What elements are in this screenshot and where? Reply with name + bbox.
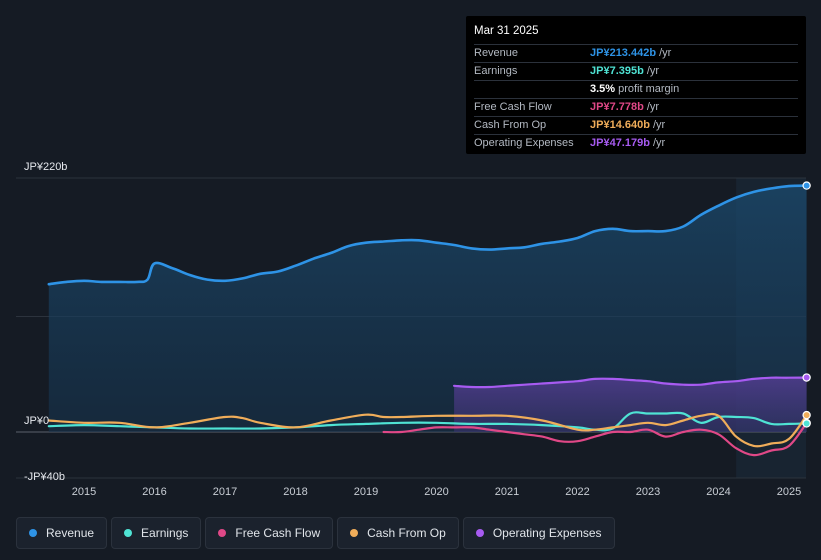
tooltip-row-label (474, 81, 590, 98)
legend-label: Earnings (141, 526, 189, 540)
area-operating-expenses (454, 377, 807, 432)
x-tick-label: 2020 (424, 486, 448, 498)
x-tick-label: 2017 (213, 486, 237, 498)
x-tick-label: 2022 (565, 486, 589, 498)
tooltip-row-unit: /yr (659, 47, 672, 59)
legend-label: Revenue (46, 526, 95, 540)
tooltip-row-unit: /yr (646, 65, 660, 77)
tooltip-row-unit: /yr (652, 119, 666, 131)
tooltip-row-value: 3.5% (590, 83, 616, 95)
tooltip-row: Cash From Op JP¥14.640b/yr (474, 116, 798, 134)
endpoint-revenue (802, 181, 811, 190)
endpoint-earnings (802, 419, 811, 428)
legend-dot-icon (29, 529, 37, 537)
line-operating-expenses (453, 376, 808, 389)
x-tick-label: 2019 (354, 486, 378, 498)
legend: Revenue Earnings Free Cash Flow Cash From O… (16, 517, 615, 549)
tooltip-panel: Mar 31 2025 Revenue JP¥213.442b/yr Earning… (466, 16, 806, 154)
x-tick-label: 2018 (283, 486, 307, 498)
y-axis-label-bottom: -JP¥40b (24, 471, 65, 483)
legend-dot-icon (218, 529, 227, 537)
tooltip-row-value: JP¥47.179b (590, 137, 650, 149)
legend-label: Free Cash Flow (235, 526, 321, 540)
x-tick-label: 2024 (706, 486, 730, 498)
legend-dot-icon (475, 529, 484, 537)
y-axis-label-zero: JP¥0 (24, 415, 49, 427)
tooltip-row-label: Cash From Op (474, 119, 547, 131)
endpoint-cash-from-op (802, 410, 811, 420)
tooltip-row-value: JP¥7.395b (590, 65, 644, 77)
legend-label: Cash From Op (367, 526, 446, 540)
tooltip-row: Revenue JP¥213.442b/yr (474, 44, 798, 62)
tooltip-row: 3.5% profit margin (474, 80, 798, 98)
legend-dot-icon (124, 529, 133, 537)
endpoint-operating-expenses (802, 373, 811, 382)
tooltip-row-value: JP¥14.640b (590, 119, 650, 131)
x-axis: 2015 2016 2017 2018 2019 2020 2021 2022 2023 2024… (72, 486, 801, 498)
legend-item-operating-expenses[interactable]: Operating Expenses (462, 517, 615, 549)
tooltip-row: Free Cash Flow JP¥7.778b/yr (474, 98, 798, 116)
x-tick-label: 2025 (777, 486, 801, 498)
legend-dot-icon (350, 529, 359, 537)
series-endpoints (802, 181, 811, 428)
legend-item-earnings[interactable]: Earnings (111, 517, 202, 549)
series-lines (47, 184, 808, 457)
tooltip-row-unit: /yr (652, 137, 666, 149)
x-tick-label: 2016 (142, 486, 166, 498)
tooltip-row-label: Earnings (474, 65, 518, 77)
area-revenue (48, 185, 807, 432)
tooltip-row-label: Free Cash Flow (474, 101, 552, 113)
legend-item-cash-from-op[interactable]: Cash From Op (337, 517, 459, 549)
y-axis-label-top: JP¥220b (24, 161, 67, 173)
line-earnings (47, 411, 808, 432)
tooltip-row-value: JP¥213.442b (590, 47, 657, 59)
legend-item-free-cash-flow[interactable]: Free Cash Flow (205, 517, 334, 549)
series-areas (48, 185, 807, 432)
tooltip-row-label: Revenue (474, 47, 519, 59)
line-cash-from-op (47, 412, 808, 448)
line-revenue (47, 184, 808, 286)
line-free-cash-flow (382, 421, 808, 457)
legend-label: Operating Expenses (492, 526, 602, 540)
x-tick-label: 2015 (72, 486, 96, 498)
tooltip-row-label: Operating Expenses (474, 137, 574, 149)
tooltip-row: Operating Expenses JP¥47.179b/yr (474, 134, 798, 152)
tooltip-row-value: JP¥7.778b (590, 101, 644, 113)
tooltip-row-unit: profit margin (618, 83, 680, 95)
tooltip-row-unit: /yr (646, 101, 660, 113)
tooltip-rows: Revenue JP¥213.442b/yr Earnings JP¥7.395b/y… (474, 44, 798, 152)
tooltip-row: Earnings JP¥7.395b/yr (474, 62, 798, 80)
tooltip-date: Mar 31 2025 (474, 25, 539, 37)
x-tick-label: 2023 (636, 486, 660, 498)
legend-item-revenue[interactable]: Revenue (16, 517, 108, 549)
y-axis: JP¥220b JP¥0 -JP¥40b (24, 161, 67, 483)
x-tick-label: 2021 (495, 486, 519, 498)
